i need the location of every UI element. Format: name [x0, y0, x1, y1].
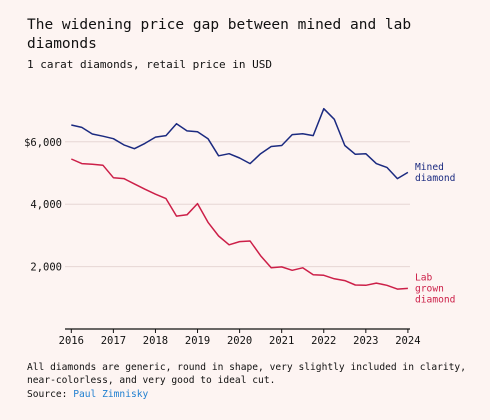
- x-tick-label: 2017: [101, 335, 126, 347]
- y-tick-label: $6,000: [24, 137, 62, 149]
- chart-title: The widening price gap between mined and…: [27, 17, 412, 52]
- x-tick-label: 2019: [185, 335, 210, 347]
- x-tick-label: 2023: [353, 335, 378, 347]
- series-lines: [70, 107, 409, 290]
- x-tick-label: 2018: [143, 335, 168, 347]
- x-tick-label: 2016: [59, 335, 84, 347]
- x-tick-label: 2020: [227, 335, 252, 347]
- source-link[interactable]: Paul Zimnisky: [73, 389, 149, 400]
- series-label-mined: Mined diamond: [415, 162, 455, 184]
- x-tick-label: 2022: [311, 335, 336, 347]
- series-label-lab-grown: Lab grown diamond: [415, 272, 455, 305]
- source-label: Source:: [27, 389, 68, 400]
- chart-notes: All diamonds are generic, round in shape…: [27, 362, 466, 386]
- x-tick-label: 2024: [395, 335, 420, 347]
- x-axis: 2016 2017 2018 2019 2020 2021 2022 2023 2024: [59, 328, 421, 347]
- gridlines: [65, 141, 410, 268]
- y-tick-label: 2,000: [30, 262, 62, 274]
- y-tick-label: 4,000: [30, 199, 62, 211]
- line-chart: 2,000 4,000 $6,000 2016 2017 2018 2019 2020 202…: [24, 107, 455, 347]
- chart-subtitle: 1 carat diamonds, retail price in USD: [27, 58, 273, 71]
- x-tick-label: 2021: [269, 335, 294, 347]
- y-axis-ticks: 2,000 4,000 $6,000: [24, 137, 62, 274]
- series-line-mined: [71, 107, 409, 180]
- series-labels: Mined diamond Lab grown diamond: [415, 162, 455, 306]
- source-line: Source: Paul Zimnisky: [27, 389, 148, 400]
- series-line-lab-grown: [70, 158, 408, 290]
